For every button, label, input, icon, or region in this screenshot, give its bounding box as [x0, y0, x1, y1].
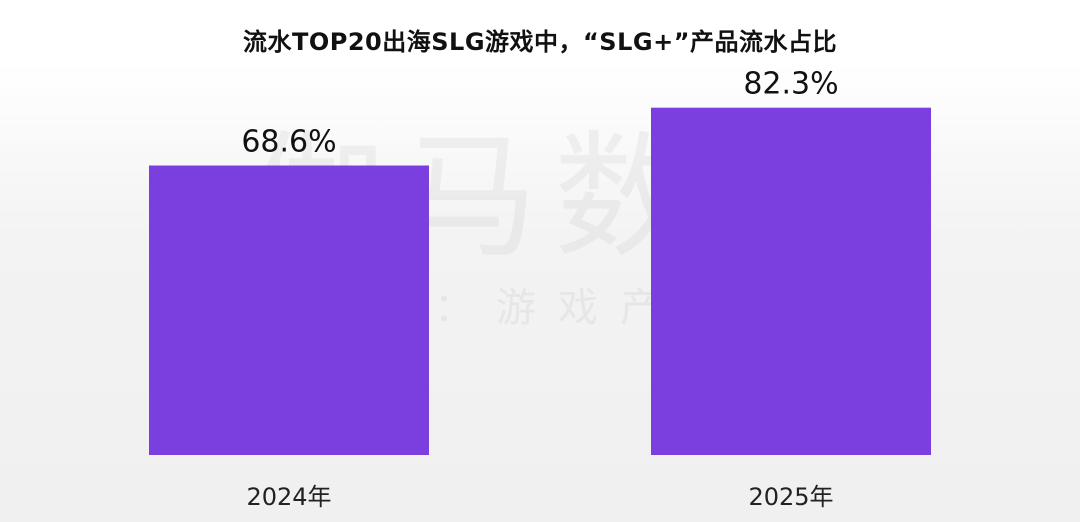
bar-1 [651, 107, 931, 455]
chart-title: 流水TOP20出海SLG游戏中，“SLG+”产品流水占比 [243, 28, 837, 56]
bar-0 [149, 165, 429, 455]
bar-value-label-0: 68.6% [241, 125, 336, 160]
x-tick-label-1: 2025年 [748, 483, 833, 511]
bar-value-label-1: 82.3% [743, 67, 838, 102]
x-tick-label-0: 2024年 [246, 483, 331, 511]
